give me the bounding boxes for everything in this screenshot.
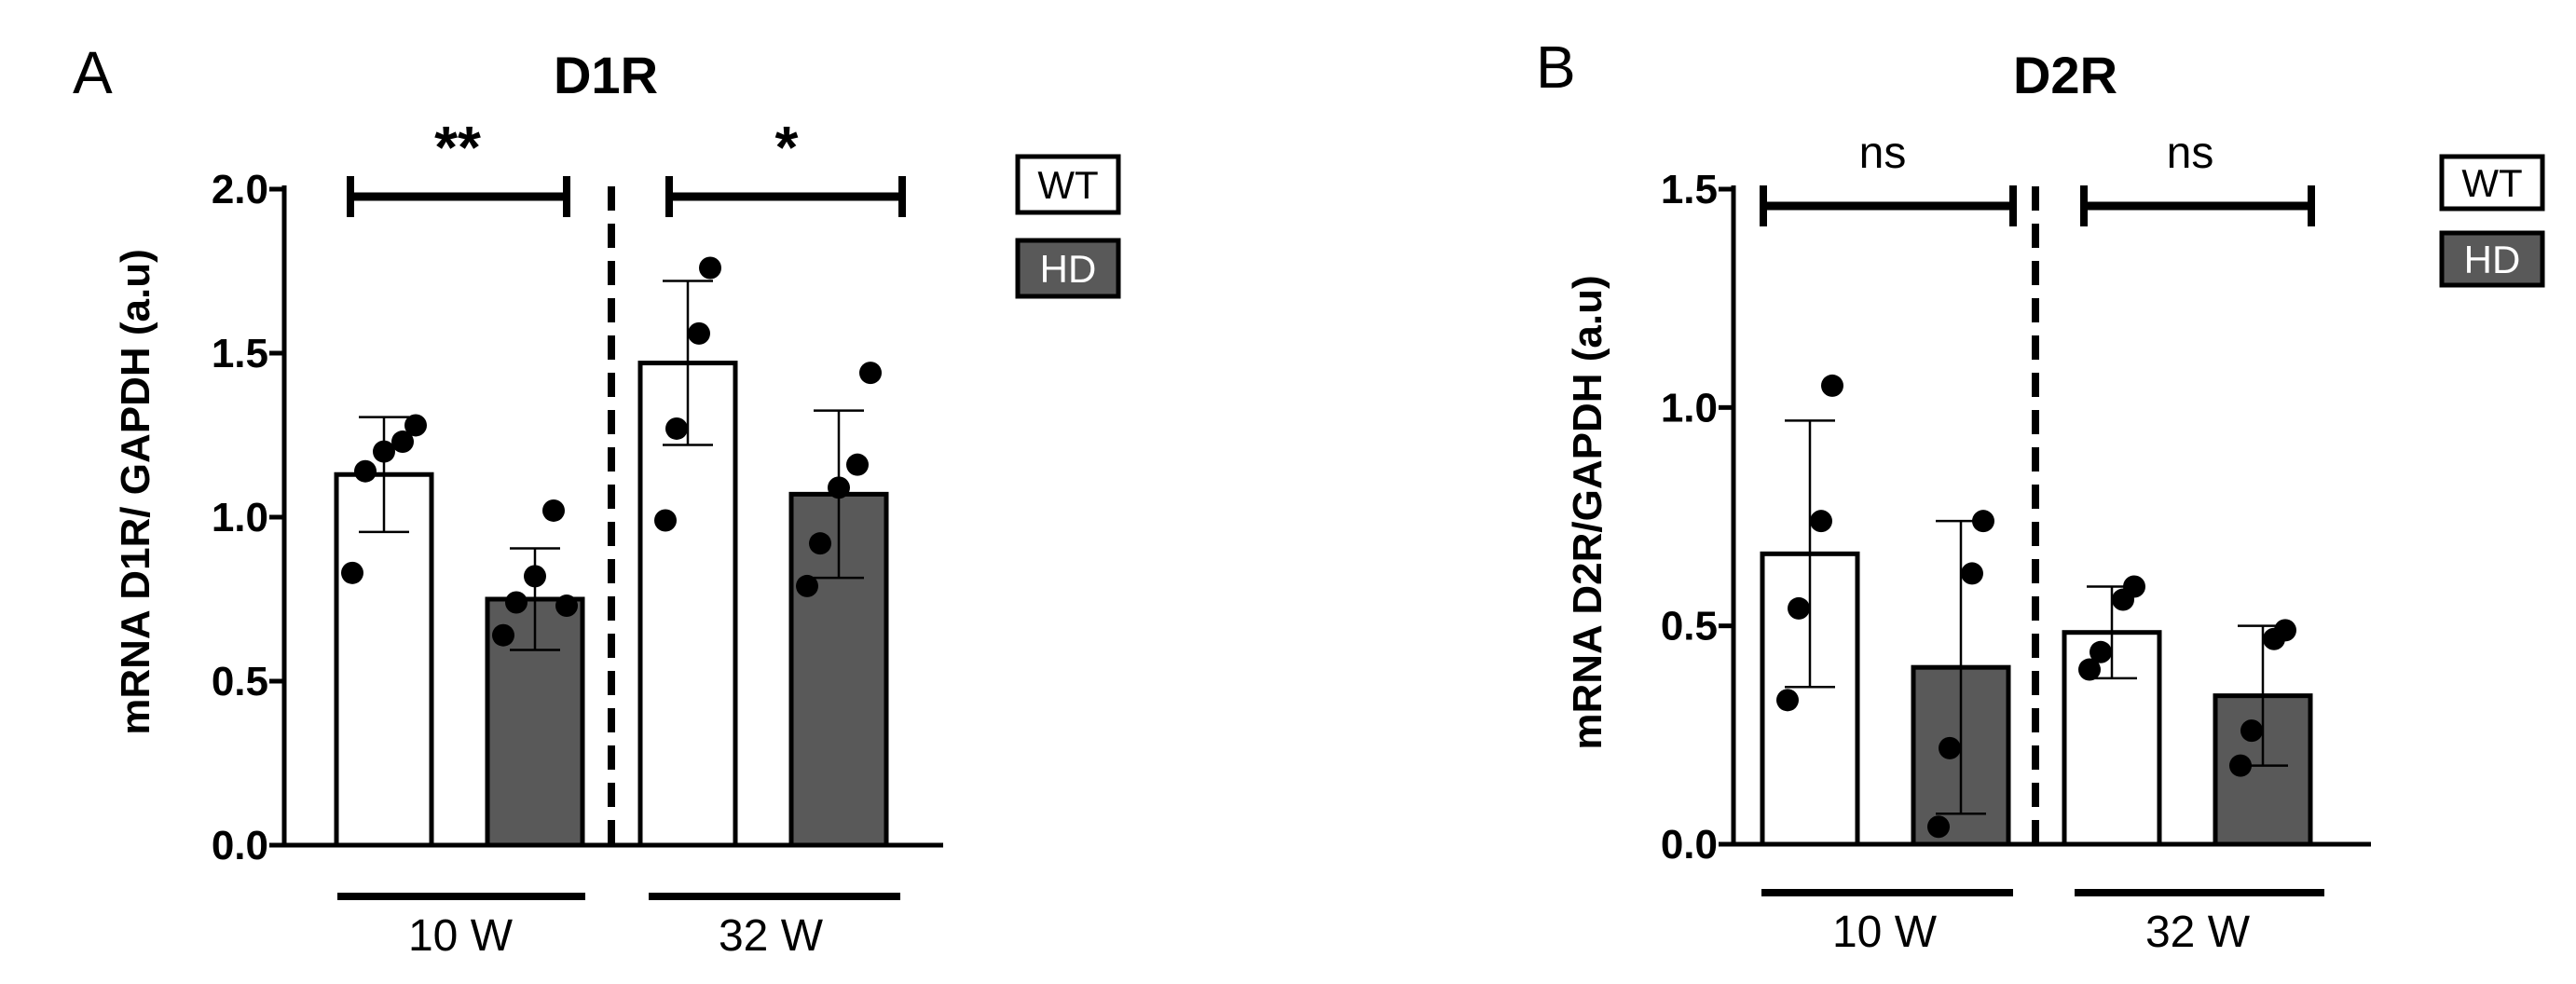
panel-a-data-point xyxy=(391,430,414,454)
panel-b-ytick-label: 0.5 xyxy=(1661,604,1718,649)
panel-a-data-point xyxy=(492,623,514,647)
panel-a-data-point xyxy=(505,591,528,614)
panel-b-data-point xyxy=(2274,619,2296,642)
panel-a-significance-10w: ** xyxy=(434,114,481,181)
panel-b-significance-10w: ns xyxy=(1859,129,1907,178)
panel-b-data-point xyxy=(2078,658,2101,681)
panel-a-data-point xyxy=(699,256,721,280)
panel-a-data-point xyxy=(373,440,395,463)
panel-b-data-point xyxy=(2229,754,2252,777)
panel-b-data-point xyxy=(2123,575,2145,598)
panel-a-ytick-label: 0.0 xyxy=(212,823,268,868)
panel-a-bar-wt xyxy=(334,472,434,848)
panel-a-data-point xyxy=(665,417,688,440)
panel-a-significance-32w: * xyxy=(775,114,799,181)
panel-a-letter: A xyxy=(73,39,113,106)
panel-b-ytick-label: 1.0 xyxy=(1661,385,1718,430)
panel-a-data-point xyxy=(341,561,363,584)
panel-a-ytick-label: 1.0 xyxy=(212,495,268,540)
panel-b-data-point xyxy=(1810,510,1832,533)
panel-b-ytick-label: 0.0 xyxy=(1661,822,1718,868)
panel-a-data-point xyxy=(404,414,427,437)
panel-a-data-point xyxy=(688,321,710,345)
panel-b-legend-box-hd xyxy=(2439,230,2545,288)
panel-b-letter: B xyxy=(1536,34,1576,101)
panel-b-ytick-label: 1.5 xyxy=(1661,167,1718,212)
panel-a-data-point xyxy=(859,362,882,385)
panel-a-ylabel: mRNA D1R/ GAPDH (a.u) xyxy=(113,249,158,735)
panel-a-group-label-10w: 10 W xyxy=(408,911,514,961)
panel-b-significance-32w: ns xyxy=(2167,129,2214,178)
panel-a-ytick-label: 1.5 xyxy=(212,331,268,376)
panel-b: B D2R mRNA D2R/GAPDH (a.u) 10 W 32 W ns … xyxy=(1536,34,2545,957)
panel-a-legend-box-wt xyxy=(1015,154,1121,215)
panel-a-group-label-32w: 32 W xyxy=(719,911,824,961)
panel-a-data-point xyxy=(796,574,818,597)
panel-a-legend-box-hd xyxy=(1015,238,1121,299)
panel-b-data-point xyxy=(1788,596,1810,620)
panel-a-data-point xyxy=(524,565,546,588)
panel-b-data-point xyxy=(1927,815,1950,839)
panel-b-data-point xyxy=(1776,689,1799,712)
panel-b-data-point xyxy=(2090,640,2112,663)
panel-b-data-point xyxy=(1939,736,1961,759)
panel-a-data-point xyxy=(809,532,831,555)
panel-a-ytick-label: 2.0 xyxy=(212,167,268,212)
panel-a-title: D1R xyxy=(554,46,658,104)
panel-b-legend-box-wt xyxy=(2439,154,2545,212)
panel-a-legend-label-hd: HD xyxy=(1040,247,1097,291)
panel-b-title: D2R xyxy=(2013,46,2117,104)
panel-a-ytick-label: 0.5 xyxy=(212,659,268,704)
panel-b-data-point xyxy=(1821,374,1843,397)
panel-b-legend-label-wt: WT xyxy=(2461,161,2522,205)
panel-b-ylabel: mRNA D2R/GAPDH (a.u) xyxy=(1565,275,1610,749)
panel-b-legend-label-hd: HD xyxy=(2464,238,2521,281)
panel-a-legend-label-wt: WT xyxy=(1037,163,1098,207)
panel-a-data-point xyxy=(654,509,677,532)
panel-a-data-point xyxy=(555,594,578,618)
panel-a-data-point xyxy=(354,459,377,483)
panel-a: A D1R mRNA D1R/ GAPDH (a.u) 10 W 32 W **… xyxy=(73,39,1121,961)
panel-b-data-point xyxy=(2240,719,2263,743)
panel-a-data-point xyxy=(846,453,869,476)
panel-b-data-point xyxy=(1972,510,1994,533)
panel-a-data-point xyxy=(542,499,565,522)
panel-b-group-label-10w: 10 W xyxy=(1832,908,1938,957)
panel-b-data-point xyxy=(1961,562,1983,585)
panel-a-data-point xyxy=(828,476,850,499)
panel-b-group-label-32w: 32 W xyxy=(2145,908,2251,957)
